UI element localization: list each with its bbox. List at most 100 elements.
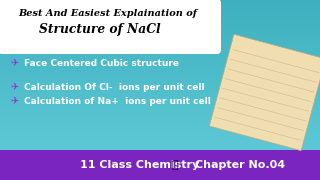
Bar bbox=[0, 142, 320, 143]
Bar bbox=[0, 96, 320, 97]
Bar bbox=[0, 93, 320, 94]
Bar bbox=[0, 23, 320, 24]
Bar bbox=[0, 107, 320, 108]
Bar bbox=[0, 2, 320, 3]
FancyBboxPatch shape bbox=[0, 0, 221, 54]
Bar bbox=[0, 28, 320, 29]
Polygon shape bbox=[209, 34, 320, 151]
Bar bbox=[0, 44, 320, 45]
Bar bbox=[0, 102, 320, 103]
Bar bbox=[0, 119, 320, 120]
Bar bbox=[0, 10, 320, 11]
Bar bbox=[0, 125, 320, 126]
Bar bbox=[0, 68, 320, 69]
Bar bbox=[0, 40, 320, 41]
Bar bbox=[0, 99, 320, 100]
Text: Best And Easiest Explaination of: Best And Easiest Explaination of bbox=[19, 8, 197, 17]
Bar bbox=[0, 54, 320, 55]
Bar bbox=[0, 137, 320, 138]
Bar bbox=[0, 21, 320, 22]
Bar bbox=[0, 97, 320, 98]
Bar bbox=[0, 39, 320, 40]
Bar bbox=[0, 65, 320, 66]
Bar bbox=[0, 126, 320, 127]
Bar bbox=[0, 83, 320, 84]
Bar bbox=[0, 18, 320, 19]
Bar bbox=[0, 145, 320, 146]
Bar bbox=[0, 0, 320, 150]
Bar bbox=[0, 16, 320, 17]
Text: Chapter No.04: Chapter No.04 bbox=[195, 160, 285, 170]
Bar bbox=[0, 74, 320, 75]
Bar bbox=[0, 34, 320, 35]
Bar bbox=[0, 43, 320, 44]
Bar bbox=[0, 53, 320, 54]
Bar bbox=[0, 64, 320, 65]
Bar bbox=[0, 124, 320, 125]
Bar bbox=[0, 78, 320, 79]
Bar bbox=[0, 59, 320, 60]
Bar bbox=[0, 143, 320, 144]
Bar bbox=[0, 141, 320, 142]
Bar bbox=[0, 42, 320, 43]
Bar bbox=[0, 57, 320, 58]
Bar bbox=[0, 58, 320, 59]
Bar bbox=[0, 14, 320, 15]
Bar bbox=[0, 60, 320, 61]
Bar bbox=[0, 81, 320, 82]
Text: ✈: ✈ bbox=[10, 96, 18, 106]
Bar bbox=[0, 98, 320, 99]
Bar bbox=[0, 55, 320, 56]
Bar bbox=[0, 19, 320, 20]
Bar bbox=[0, 121, 320, 122]
Bar bbox=[0, 13, 320, 14]
Text: Structure of NaCl: Structure of NaCl bbox=[39, 22, 161, 35]
Bar bbox=[0, 95, 320, 96]
Bar bbox=[0, 128, 320, 129]
Bar bbox=[0, 1, 320, 2]
Bar bbox=[0, 31, 320, 32]
Bar bbox=[0, 11, 320, 12]
Bar bbox=[0, 135, 320, 136]
Bar bbox=[0, 61, 320, 62]
Bar bbox=[0, 133, 320, 134]
Bar bbox=[0, 24, 320, 25]
Bar bbox=[0, 80, 320, 81]
Bar bbox=[0, 101, 320, 102]
Bar bbox=[0, 71, 320, 72]
Bar bbox=[0, 94, 320, 95]
Bar bbox=[0, 104, 320, 105]
Bar bbox=[0, 106, 320, 107]
Bar bbox=[0, 4, 320, 5]
Bar bbox=[0, 120, 320, 121]
Bar bbox=[0, 30, 320, 31]
Bar bbox=[0, 131, 320, 132]
Bar bbox=[0, 26, 320, 27]
Bar bbox=[0, 144, 320, 145]
Bar bbox=[0, 50, 320, 51]
Bar bbox=[0, 116, 320, 117]
Text: 11 Class Chemistry: 11 Class Chemistry bbox=[80, 160, 199, 170]
Bar bbox=[0, 146, 320, 147]
Bar bbox=[0, 56, 320, 57]
Bar bbox=[0, 62, 320, 63]
Bar bbox=[0, 22, 320, 23]
Text: ✈: ✈ bbox=[10, 82, 18, 92]
Bar bbox=[0, 150, 320, 180]
Bar bbox=[0, 52, 320, 53]
Bar bbox=[0, 6, 320, 7]
Bar bbox=[0, 103, 320, 104]
Bar bbox=[0, 109, 320, 110]
Bar bbox=[0, 17, 320, 18]
Bar bbox=[0, 88, 320, 89]
Text: Calculation Of Cl-  ions per unit cell: Calculation Of Cl- ions per unit cell bbox=[24, 82, 204, 91]
Bar bbox=[0, 134, 320, 135]
Bar bbox=[0, 72, 320, 73]
Bar bbox=[0, 33, 320, 34]
Text: Calculation of Na+  ions per unit cell: Calculation of Na+ ions per unit cell bbox=[24, 96, 211, 105]
Bar bbox=[0, 149, 320, 150]
Bar bbox=[0, 36, 320, 37]
Bar bbox=[0, 132, 320, 133]
Bar bbox=[0, 7, 320, 8]
Bar bbox=[0, 20, 320, 21]
